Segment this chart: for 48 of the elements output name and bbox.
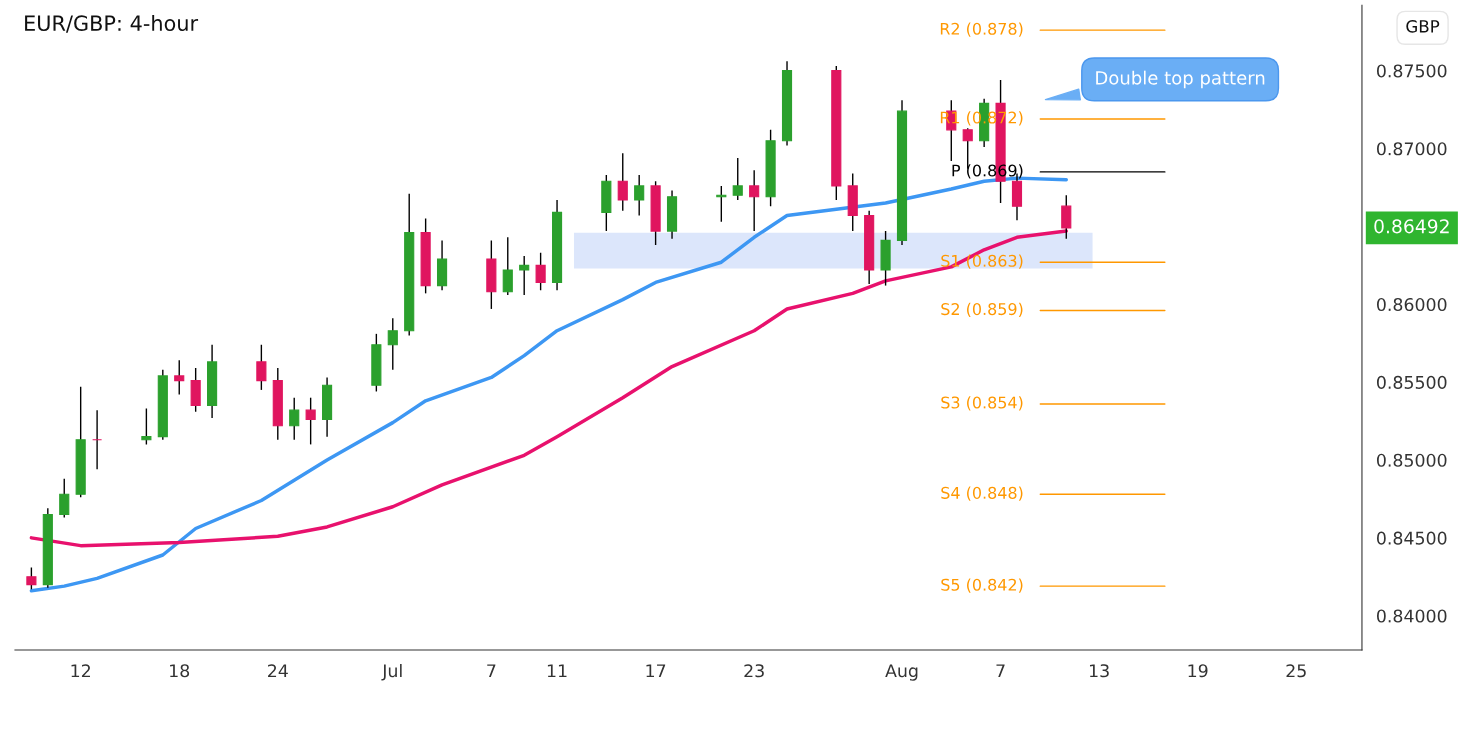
candlestick xyxy=(1061,194,1072,240)
annotation: Double top pattern xyxy=(1096,70,1265,89)
x-tick-label: 7 xyxy=(996,664,1005,678)
series-label: R2 (0.878) xyxy=(940,22,1023,37)
candlestick xyxy=(289,397,300,441)
x-tick-label: 19 xyxy=(1188,664,1208,678)
text: 0.86492 xyxy=(1374,219,1449,234)
candlestick xyxy=(59,477,70,519)
x-tick-label: 13 xyxy=(1089,664,1109,678)
candlestick xyxy=(732,157,743,201)
candlestick xyxy=(305,397,316,446)
y-tick-label: 0.84500 xyxy=(1376,531,1447,545)
x-tick-label: 11 xyxy=(547,664,567,678)
candlestick xyxy=(141,407,152,446)
series-label: S2 (0.859) xyxy=(941,302,1023,318)
y-tick-label: 0.85500 xyxy=(1376,375,1447,389)
y-tick-label: 0.87500 xyxy=(1376,64,1447,78)
x-tick-label: Aug xyxy=(885,664,918,681)
x-tick-label: 7 xyxy=(487,664,496,678)
candlestick xyxy=(617,152,628,212)
x-tick-label: 12 xyxy=(71,664,90,678)
candlestick xyxy=(634,174,645,217)
x-tick-label: 24 xyxy=(268,664,288,678)
candlestick xyxy=(256,344,267,391)
series-label: S3 (0.854) xyxy=(941,396,1023,411)
y-tick-label: 0.86000 xyxy=(1376,297,1447,312)
y-tick-label: 0.85000 xyxy=(1376,453,1447,467)
series-label: S4 (0.848) xyxy=(941,486,1023,501)
chart-title: EUR/GBP: 4-hour xyxy=(25,14,199,33)
x-tick-label: Jul xyxy=(381,663,402,681)
series-label: S5 (0.842) xyxy=(941,578,1023,593)
candlestick xyxy=(535,252,546,291)
line-series xyxy=(29,229,1069,548)
x-tick-label: 17 xyxy=(646,664,666,678)
x-tick-label: 25 xyxy=(1286,664,1306,678)
series-label: S1 (0.863) xyxy=(941,254,1023,269)
y-tick-label: 0.87000 xyxy=(1376,142,1447,156)
candlestick xyxy=(92,409,103,471)
candlestick xyxy=(174,359,185,396)
y-axis-title: GBP xyxy=(1406,20,1440,33)
candlestick xyxy=(749,169,760,232)
candlestick xyxy=(519,255,530,296)
candlestick xyxy=(26,566,37,590)
x-tick-label: 23 xyxy=(744,664,764,678)
candlestick xyxy=(502,236,513,296)
y-tick-label: 0.84000 xyxy=(1376,609,1447,623)
x-tick-label: 18 xyxy=(170,664,190,678)
candlestick xyxy=(387,317,398,371)
